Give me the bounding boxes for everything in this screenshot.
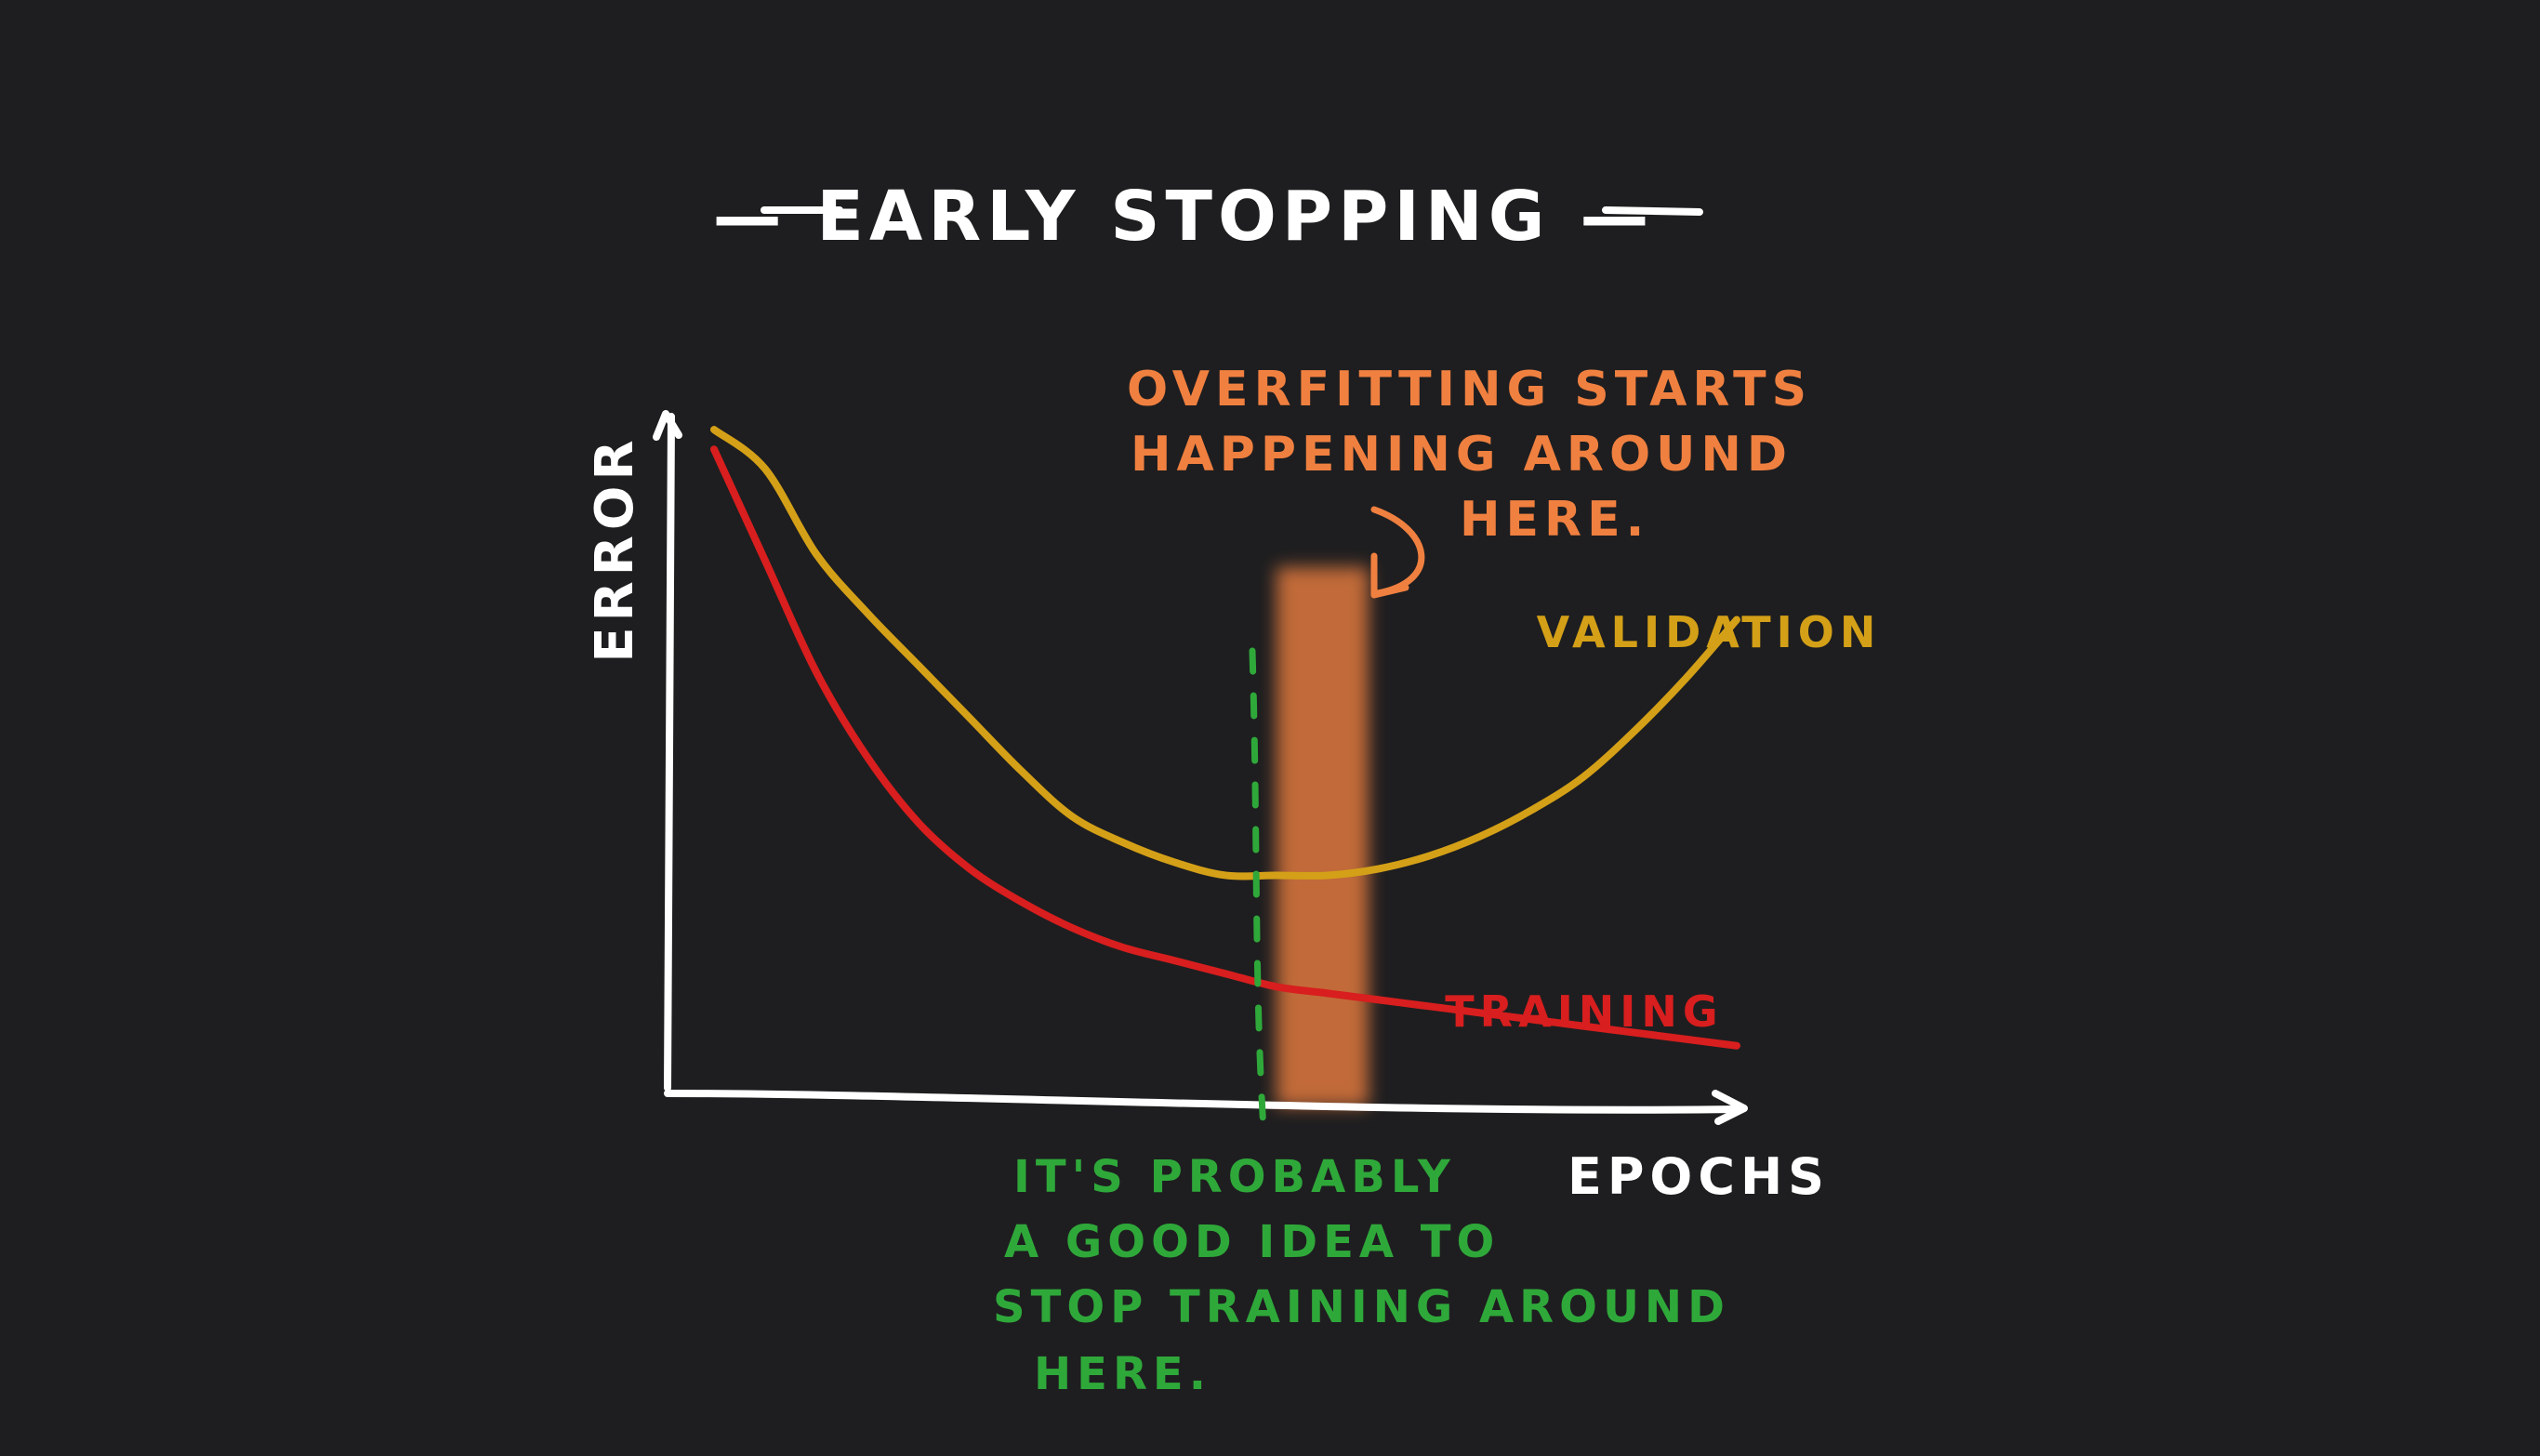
stop-training-line-1: IT'S PROBABLY xyxy=(1013,1151,1456,1203)
y-axis xyxy=(664,413,675,1092)
title-group: — EARLY STOPPING — xyxy=(713,177,1703,257)
stop-training-line-4: HERE. xyxy=(1034,1348,1211,1400)
validation-curve xyxy=(710,426,1740,880)
chart-title: — EARLY STOPPING — xyxy=(713,177,1655,257)
overfitting-line-1: OVERFITTING STARTS xyxy=(1127,362,1812,417)
validation-series-label: VALIDATION xyxy=(1537,607,1882,657)
overfitting-annotation: OVERFITTING STARTS HAPPENING AROUND HERE… xyxy=(1127,362,1812,548)
stop-training-annotation: IT'S PROBABLY A GOOD IDEA TO STOP TRAINI… xyxy=(993,1151,1730,1400)
axes xyxy=(653,410,1748,1125)
stop-training-line-3: STOP TRAINING AROUND xyxy=(993,1281,1730,1333)
training-curve xyxy=(710,445,1740,1050)
training-series-label: TRAINING xyxy=(1445,986,1723,1037)
x-axis-arrowhead xyxy=(1712,1090,1748,1125)
x-axis xyxy=(664,1090,1742,1114)
overfitting-line-3: HERE. xyxy=(1460,492,1649,548)
overfitting-band xyxy=(1277,567,1369,1106)
overfitting-line-2: HAPPENING AROUND xyxy=(1131,427,1793,483)
overfitting-arrow xyxy=(1370,506,1425,599)
stop-training-dashed-line xyxy=(1249,647,1267,1133)
y-axis-label: ERROR xyxy=(585,434,645,662)
stop-training-line-2: A GOOD IDEA TO xyxy=(1004,1216,1500,1268)
title-dash-right xyxy=(1602,206,1703,216)
overfitting-band-layer xyxy=(1277,567,1369,1106)
series-layer xyxy=(710,426,1740,1133)
y-axis-arrowhead xyxy=(653,410,682,441)
x-axis-label: EPOCHS xyxy=(1568,1147,1830,1206)
